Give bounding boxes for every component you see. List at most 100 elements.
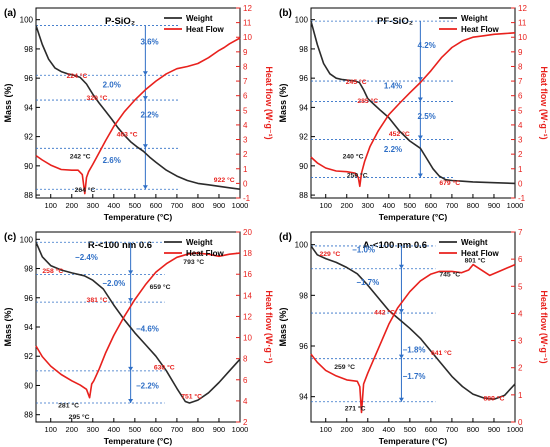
- y-axis-label: Mass (%): [3, 83, 13, 122]
- temperature-label: 259 °C: [347, 172, 368, 180]
- y2-tick-label: -1: [243, 194, 251, 203]
- y2-tick-label: 5: [518, 106, 523, 115]
- mass-loss-label: 2.0%: [103, 81, 121, 90]
- weight-line: [35, 25, 241, 190]
- temperature-label: 259 °C: [334, 363, 355, 371]
- y-tick-label: 90: [24, 381, 33, 390]
- x-tick-label: 700: [171, 425, 184, 434]
- y2-tick-label: 1: [243, 165, 248, 174]
- step-arrowhead: [128, 298, 134, 303]
- y2-tick-label: 20: [243, 228, 252, 237]
- y2-tick-label: 12: [243, 312, 252, 321]
- temperature-label: 224 °C: [67, 72, 88, 80]
- step-arrowhead: [142, 96, 148, 101]
- y-tick-label: 98: [24, 265, 33, 274]
- temperature-label: 258 °C: [42, 267, 63, 275]
- weight-line: [35, 241, 241, 404]
- y2-tick-label: 6: [243, 376, 248, 385]
- x-tick-label: 300: [87, 425, 100, 434]
- temperature-label: 271 °C: [345, 405, 366, 413]
- x-tick-label: 300: [87, 201, 100, 210]
- x-tick-label: 400: [383, 201, 396, 210]
- temperature-label: 889 °C: [484, 394, 505, 402]
- chart-panel: 100 200 300 400 500 600 700 800 900 1000889092949…: [3, 4, 274, 222]
- y2-tick-label: 6: [518, 255, 523, 264]
- y2-tick-label: 5: [243, 106, 248, 115]
- mass-loss-label: 2.5%: [418, 112, 436, 121]
- chart-title: R-<100 nm 0.6: [88, 240, 152, 251]
- legend-label: Heat Flow: [461, 25, 500, 34]
- y2-axis-label: Heat flow (W·g⁻¹): [264, 66, 274, 139]
- x-tick-label: 700: [171, 201, 184, 210]
- y2-tick-label: 0: [243, 179, 248, 188]
- y2-tick-label: 16: [243, 270, 252, 279]
- x-axis-label: Temperature (°C): [379, 436, 448, 446]
- plot-frame: [310, 231, 516, 423]
- y-tick-label: 96: [24, 294, 33, 303]
- y-axis-label: Mass (%): [3, 307, 13, 346]
- x-tick-label: 1000: [507, 201, 524, 210]
- temperature-label: 281 °C: [58, 401, 79, 409]
- weight-line: [310, 245, 516, 400]
- x-tick-label: 500: [404, 425, 417, 434]
- legend-label: Heat Flow: [186, 249, 225, 258]
- y-tick-label: 96: [299, 342, 308, 351]
- y-tick-label: 92: [24, 352, 33, 361]
- y2-tick-label: 2: [243, 150, 248, 159]
- temperature-label: 793 °C: [183, 258, 204, 266]
- temperature-label: 442 °C: [374, 308, 395, 316]
- temperature-label: 295 °C: [69, 413, 90, 421]
- step-arrowhead: [417, 135, 423, 140]
- x-tick-label: 300: [362, 425, 375, 434]
- y2-tick-label: 0: [518, 418, 523, 427]
- y2-tick-label: 7: [243, 77, 248, 86]
- legend-label: Heat Flow: [186, 25, 225, 34]
- y-tick-label: 90: [24, 162, 33, 171]
- y-tick-label: 90: [299, 162, 308, 171]
- y-tick-label: 96: [299, 74, 308, 83]
- legend-label: Weight: [461, 14, 488, 23]
- temperature-label: 679 °C: [439, 179, 460, 187]
- x-tick-label: 300: [362, 201, 375, 210]
- y-tick-label: 88: [24, 191, 33, 200]
- y-tick-label: 94: [24, 103, 33, 112]
- panel-label: (d): [279, 232, 292, 243]
- x-tick-label: 200: [65, 425, 78, 434]
- y2-tick-label: 8: [243, 62, 248, 71]
- legend-label: Weight: [186, 238, 213, 247]
- y2-axis-label: Heat flow (W·g⁻¹): [539, 290, 549, 363]
- y2-tick-label: -1: [518, 194, 526, 203]
- mass-loss-label: −1.7%: [356, 278, 379, 287]
- mass-loss-label: −1.8%: [403, 345, 426, 354]
- y2-tick-label: 4: [518, 309, 523, 318]
- y2-tick-label: 3: [518, 337, 523, 346]
- temperature-label: 229 °C: [319, 250, 340, 258]
- mass-loss-label: −1.7%: [403, 372, 426, 381]
- y-tick-label: 96: [24, 74, 33, 83]
- temperature-label: 240 °C: [343, 153, 364, 161]
- step-arrowhead: [417, 173, 423, 178]
- x-tick-label: 800: [467, 425, 480, 434]
- temperature-label: 463 °C: [117, 131, 138, 139]
- x-axis-label: Temperature (°C): [104, 212, 173, 222]
- legend-label: Heat Flow: [461, 249, 500, 258]
- y-axis-label: Mass (%): [278, 83, 288, 122]
- y2-tick-label: 8: [518, 62, 523, 71]
- step-arrowhead: [398, 397, 404, 402]
- mass-loss-label: 3.6%: [140, 38, 158, 47]
- y2-tick-label: 2: [518, 150, 523, 159]
- x-tick-label: 100: [44, 425, 57, 434]
- heat-flow-line: [35, 252, 241, 399]
- y-tick-label: 98: [299, 45, 308, 54]
- x-tick-label: 800: [467, 201, 480, 210]
- y2-axis-label: Heat flow (W·g⁻¹): [539, 66, 549, 139]
- y2-tick-label: 0: [518, 179, 523, 188]
- x-tick-label: 400: [108, 201, 121, 210]
- step-arrowhead: [128, 399, 134, 403]
- mass-loss-label: −2.0%: [102, 279, 125, 288]
- x-tick-label: 900: [213, 425, 226, 434]
- x-tick-label: 700: [446, 201, 459, 210]
- chart-panel: 100 200 300 400 500 600 700 800 900 1000889092949…: [3, 228, 274, 446]
- mass-loss-label: −2.2%: [136, 381, 159, 390]
